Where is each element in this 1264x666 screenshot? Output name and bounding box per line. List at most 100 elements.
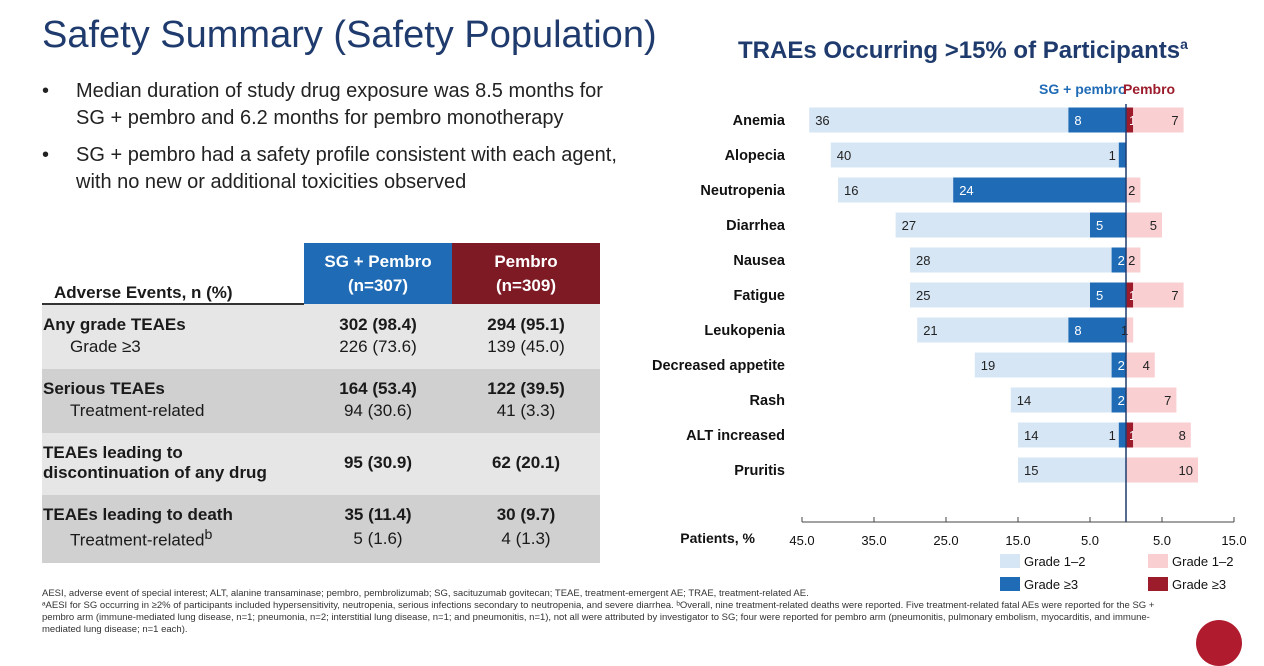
data-label: 4 xyxy=(1143,358,1150,373)
data-label: 2 xyxy=(1128,253,1135,268)
table-row: Serious TEAEs 164 (53.4) 122 (39.5) xyxy=(42,369,600,400)
data-label: 25 xyxy=(916,288,930,303)
bar-sg-grade12 xyxy=(895,212,1090,238)
table-row: Treatment-related 94 (30.6) 41 (3.3) xyxy=(42,400,600,433)
legend-pembro-grade3-swatch xyxy=(1148,577,1168,591)
data-label: 14 xyxy=(1024,428,1038,443)
data-label: 8 xyxy=(1074,323,1081,338)
data-label: 28 xyxy=(916,253,930,268)
arm-label-pembro: Pembro xyxy=(1123,81,1175,97)
data-label: 1 xyxy=(1109,428,1116,443)
page-title: Safety Summary (Safety Population) xyxy=(42,14,657,56)
table-row: Treatment-relatedb 5 (1.6) 4 (1.3) xyxy=(42,526,600,563)
chart-title: TRAEs Occurring >15% of Participantsa xyxy=(738,36,1188,64)
table-row: TEAEs leading to death 35 (11.4) 30 (9.7… xyxy=(42,495,600,526)
data-label: 14 xyxy=(1017,393,1031,408)
table-row: Any grade TEAEs 302 (98.4) 294 (95.1) xyxy=(42,304,600,336)
bar-pembro-grade12 xyxy=(1126,387,1177,413)
bar-sg-grade3 xyxy=(1068,317,1126,343)
x-tick-label: 5.0 xyxy=(1153,533,1171,548)
category-label: Pruritis xyxy=(734,463,785,479)
bar-sg-grade3 xyxy=(1090,282,1126,308)
legend-sg-grade12-swatch xyxy=(1000,554,1020,568)
bar-pembro-grade12 xyxy=(1133,282,1184,308)
bar-pembro-grade3 xyxy=(1126,107,1134,133)
data-label: 2 xyxy=(1118,358,1125,373)
bar-pembro-grade12 xyxy=(1126,247,1141,273)
bar-sg-grade12 xyxy=(1018,457,1126,483)
data-label: 1 xyxy=(1109,148,1116,163)
decorative-badge xyxy=(1196,620,1242,666)
data-label: 24 xyxy=(959,183,973,198)
data-label: 27 xyxy=(902,218,916,233)
x-tick-label: 25.0 xyxy=(933,533,958,548)
x-tick-label: 35.0 xyxy=(861,533,886,548)
bar-sg-grade12 xyxy=(830,142,1119,168)
data-label: 21 xyxy=(923,323,937,338)
category-label: Nausea xyxy=(733,253,786,269)
bullet-item: • SG + pembro had a safety profile consis… xyxy=(42,144,617,193)
legend-pembro-grade3-label: Grade ≥3 xyxy=(1172,577,1226,592)
table-header-label: Adverse Events, n (%) xyxy=(42,243,304,305)
bullet-item: • Median duration of study drug exposure … xyxy=(42,80,603,129)
legend-pembro-grade12-swatch xyxy=(1148,554,1168,568)
bar-sg-grade12 xyxy=(838,177,954,203)
data-label: 8 xyxy=(1074,113,1081,128)
data-label: 2 xyxy=(1118,393,1125,408)
legend-sg-grade12-label: Grade 1–2 xyxy=(1024,554,1085,569)
bar-sg-grade12 xyxy=(1018,422,1119,448)
bar-pembro-grade12 xyxy=(1126,457,1198,483)
x-axis-title: Patients, % xyxy=(680,530,755,546)
x-tick-label: 15.0 xyxy=(1005,533,1030,548)
x-tick-label: 5.0 xyxy=(1081,533,1099,548)
bar-pembro-grade12 xyxy=(1133,422,1191,448)
data-label: 10 xyxy=(1179,463,1193,478)
bar-sg-grade3 xyxy=(1118,142,1126,168)
bar-sg-grade12 xyxy=(809,107,1069,133)
data-label: 8 xyxy=(1179,428,1186,443)
data-label: 7 xyxy=(1171,288,1178,303)
legend-sg-grade3-label: Grade ≥3 xyxy=(1024,577,1078,592)
data-label: 1 xyxy=(1121,323,1128,338)
bar-sg-grade3 xyxy=(953,177,1126,203)
table-header-sg: SG + Pembro (n=307) xyxy=(304,243,452,304)
adverse-events-table: Adverse Events, n (%) SG + Pembro (n=307)… xyxy=(42,243,600,563)
table-row: Grade ≥3 226 (73.6) 139 (45.0) xyxy=(42,336,600,369)
bar-pembro-grade12 xyxy=(1126,212,1162,238)
bar-sg-grade12 xyxy=(917,317,1069,343)
bar-sg-grade12 xyxy=(1010,387,1112,413)
bar-sg-grade3 xyxy=(1068,107,1126,133)
bar-sg-grade3 xyxy=(1090,212,1126,238)
data-label: 5 xyxy=(1150,218,1157,233)
category-label: Rash xyxy=(750,393,785,409)
bar-pembro-grade12 xyxy=(1126,177,1141,203)
data-label: 36 xyxy=(815,113,829,128)
data-label: 5 xyxy=(1096,288,1103,303)
x-tick-label: 15.0 xyxy=(1221,533,1246,548)
category-label: Diarrhea xyxy=(726,218,786,234)
bar-sg-grade3 xyxy=(1111,352,1126,378)
data-label: 2 xyxy=(1118,253,1125,268)
data-label: 15 xyxy=(1024,463,1038,478)
bar-pembro-grade12 xyxy=(1133,107,1184,133)
footnotes: AESI, adverse event of special interest;… xyxy=(42,588,1155,635)
data-label: 40 xyxy=(837,148,851,163)
table-row: TEAEs leading to discontinuation of any … xyxy=(42,433,600,495)
bar-pembro-grade3 xyxy=(1126,282,1134,308)
bar-pembro-grade3 xyxy=(1126,422,1134,448)
bar-sg-grade3 xyxy=(1111,387,1126,413)
bullet-dot: • xyxy=(42,144,50,166)
data-label: 7 xyxy=(1171,113,1178,128)
bar-sg-grade3 xyxy=(1118,422,1126,448)
data-label: 1 xyxy=(1129,288,1136,303)
category-label: Leukopenia xyxy=(704,323,786,339)
data-label: 7 xyxy=(1164,393,1171,408)
data-label: 2 xyxy=(1128,183,1135,198)
data-label: 16 xyxy=(844,183,858,198)
category-label: Alopecia xyxy=(725,148,786,164)
category-label: ALT increased xyxy=(686,428,785,444)
table-header-pembro: Pembro (n=309) xyxy=(452,243,600,304)
data-label: 5 xyxy=(1096,218,1103,233)
data-label: 1 xyxy=(1129,428,1136,443)
